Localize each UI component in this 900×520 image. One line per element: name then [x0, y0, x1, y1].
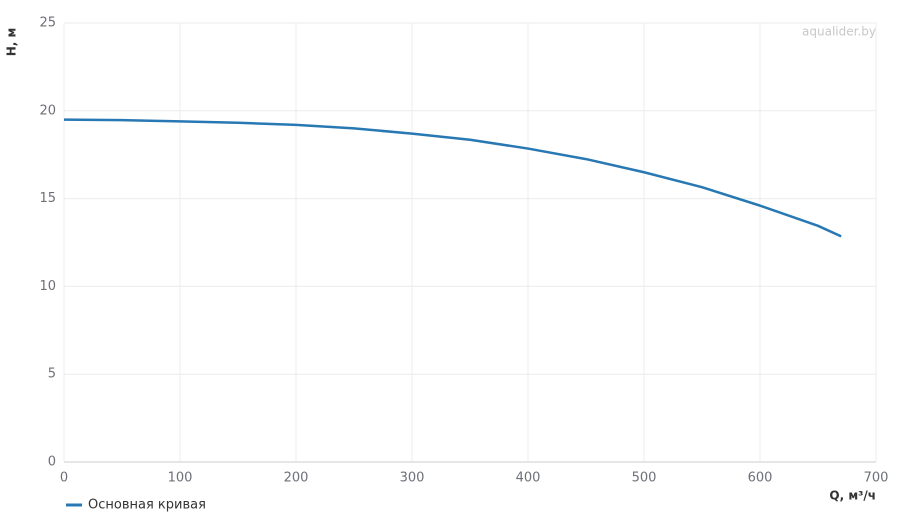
y-tick-label: 5: [48, 367, 56, 382]
y-tick-label: 15: [39, 191, 56, 206]
line-series: [63, 118, 842, 238]
x-tick-label: 600: [748, 471, 773, 486]
x-tick-label: 400: [516, 471, 541, 486]
x-tick-label: 200: [284, 471, 309, 486]
y-tick-label: 20: [39, 103, 56, 118]
y-axis-label: H, м: [5, 28, 19, 57]
y-tick-label: 25: [39, 16, 56, 31]
watermark: aqualider.by: [802, 25, 876, 39]
y-tick-label: 0: [48, 455, 56, 470]
x-tick-label: 0: [60, 471, 68, 486]
legend-label: Основная кривая: [88, 498, 206, 513]
x-tick-label: 100: [168, 471, 193, 486]
x-tick-label: 500: [632, 471, 657, 486]
y-tick-label: 10: [39, 279, 56, 294]
x-tick-label: 300: [400, 471, 425, 486]
x-axis-label: Q, м³/ч: [829, 489, 876, 503]
x-tick-label: 700: [864, 471, 889, 486]
